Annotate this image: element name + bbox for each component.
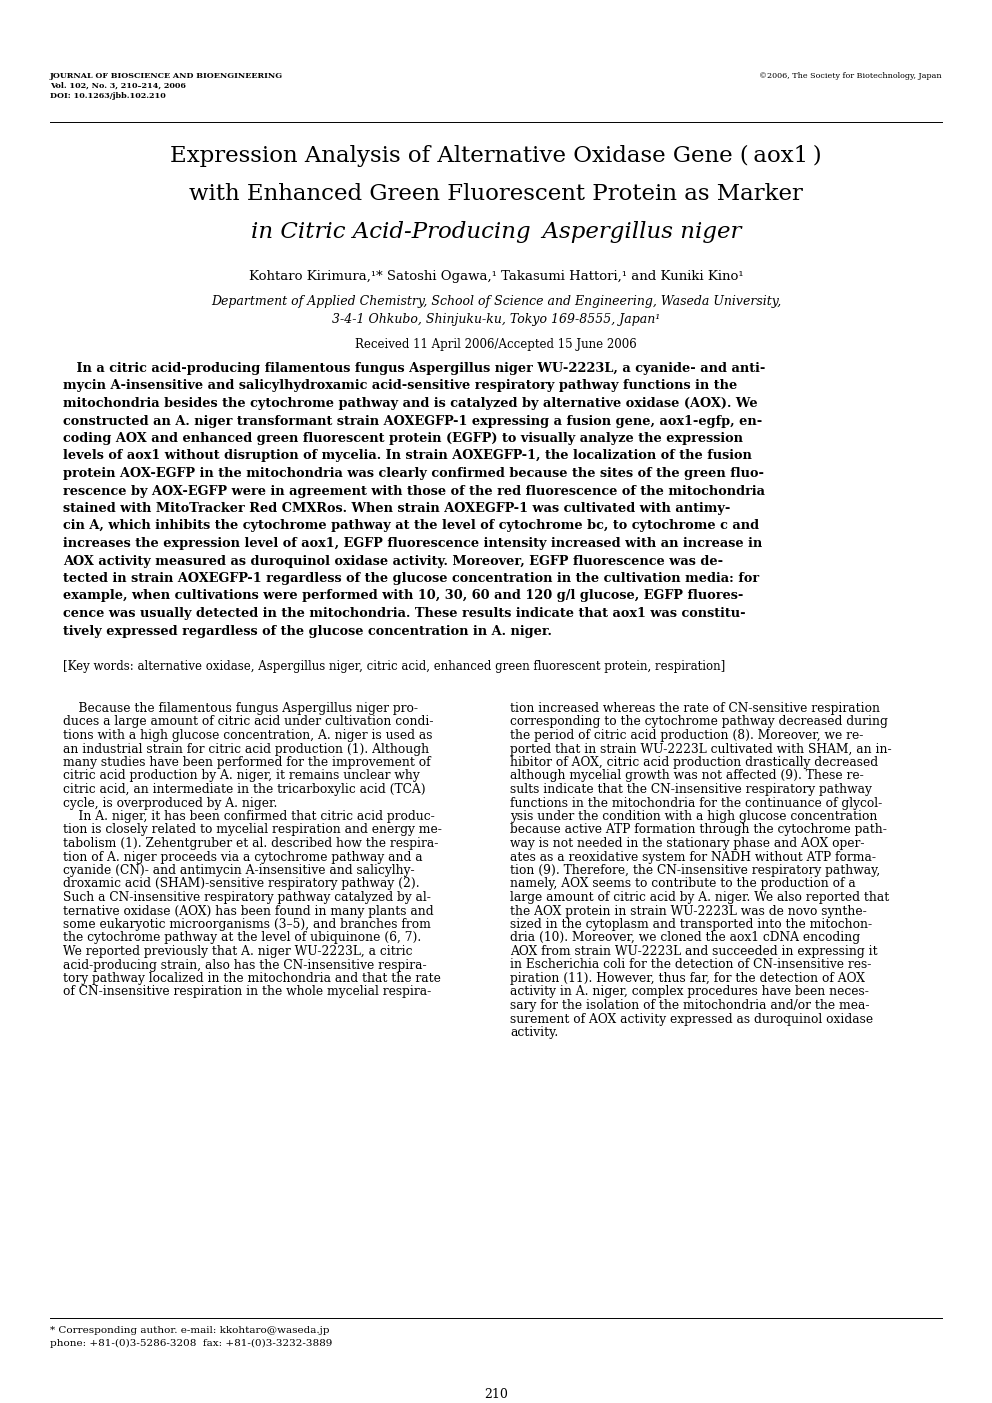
Text: many studies have been performed for the improvement of: many studies have been performed for the… bbox=[63, 756, 431, 769]
Text: cyanide (CN)- and antimycin A-insensitive and salicylhy-: cyanide (CN)- and antimycin A-insensitiv… bbox=[63, 864, 415, 877]
Text: hibitor of AOX, citric acid production drastically decreased: hibitor of AOX, citric acid production d… bbox=[510, 756, 878, 769]
Text: duces a large amount of citric acid under cultivation condi-: duces a large amount of citric acid unde… bbox=[63, 716, 434, 728]
Text: increases the expression level of aox1, EGFP fluorescence intensity increased wi: increases the expression level of aox1, … bbox=[63, 537, 762, 550]
Text: ported that in strain WU-2223L cultivated with SHAM, an in-: ported that in strain WU-2223L cultivate… bbox=[510, 742, 892, 755]
Text: mycin A-insensitive and salicylhydroxamic acid-sensitive respiratory pathway fun: mycin A-insensitive and salicylhydroxami… bbox=[63, 379, 737, 393]
Text: activity in A. niger, complex procedures have been neces-: activity in A. niger, complex procedures… bbox=[510, 985, 869, 999]
Text: namely, AOX seems to contribute to the production of a: namely, AOX seems to contribute to the p… bbox=[510, 877, 856, 891]
Text: ternative oxidase (AOX) has been found in many plants and: ternative oxidase (AOX) has been found i… bbox=[63, 905, 434, 918]
Text: sized in the cytoplasm and transported into the mitochon-: sized in the cytoplasm and transported i… bbox=[510, 918, 872, 932]
Text: example, when cultivations were performed with 10, 30, 60 and 120 g/l glucose, E: example, when cultivations were performe… bbox=[63, 589, 743, 602]
Text: ©2006, The Society for Biotechnology, Japan: ©2006, The Society for Biotechnology, Ja… bbox=[759, 72, 942, 80]
Text: AOX from strain WU-2223L and succeeded in expressing it: AOX from strain WU-2223L and succeeded i… bbox=[510, 946, 878, 958]
Text: tion (9). Therefore, the CN-insensitive respiratory pathway,: tion (9). Therefore, the CN-insensitive … bbox=[510, 864, 880, 877]
Text: sary for the isolation of the mitochondria and/or the mea-: sary for the isolation of the mitochondr… bbox=[510, 999, 870, 1012]
Text: stained with MitoTracker Red CMXRos. When strain AOXEGFP-1 was cultivated with a: stained with MitoTracker Red CMXRos. Whe… bbox=[63, 502, 730, 515]
Text: Because the filamentous fungus Aspergillus niger pro-: Because the filamentous fungus Aspergill… bbox=[63, 702, 418, 716]
Text: activity.: activity. bbox=[510, 1026, 558, 1040]
Text: DOI: 10.1263/jbb.102.210: DOI: 10.1263/jbb.102.210 bbox=[50, 93, 166, 100]
Text: some eukaryotic microorganisms (3–5), and branches from: some eukaryotic microorganisms (3–5), an… bbox=[63, 918, 431, 932]
Text: the cytochrome pathway at the level of ubiquinone (6, 7).: the cytochrome pathway at the level of u… bbox=[63, 932, 422, 944]
Text: In A. niger, it has been confirmed that citric acid produc-: In A. niger, it has been confirmed that … bbox=[63, 810, 434, 824]
Text: sults indicate that the CN-insensitive respiratory pathway: sults indicate that the CN-insensitive r… bbox=[510, 783, 872, 796]
Text: coding AOX and enhanced green fluorescent protein (EGFP) to visually analyze the: coding AOX and enhanced green fluorescen… bbox=[63, 432, 743, 445]
Text: corresponding to the cytochrome pathway decreased during: corresponding to the cytochrome pathway … bbox=[510, 716, 888, 728]
Text: tected in strain AOXEGFP-1 regardless of the glucose concentration in the cultiv: tected in strain AOXEGFP-1 regardless of… bbox=[63, 572, 759, 585]
Text: Expression Analysis of Alternative Oxidase Gene ( aox1 ): Expression Analysis of Alternative Oxida… bbox=[171, 145, 821, 167]
Text: dria (10). Moreover, we cloned the aox1 cDNA encoding: dria (10). Moreover, we cloned the aox1 … bbox=[510, 932, 860, 944]
Text: way is not needed in the stationary phase and AOX oper-: way is not needed in the stationary phas… bbox=[510, 838, 864, 850]
Text: with Enhanced Green Fluorescent Protein as Marker: with Enhanced Green Fluorescent Protein … bbox=[189, 182, 803, 205]
Text: * Corresponding author. e-mail: kkohtaro@waseda.jp: * Corresponding author. e-mail: kkohtaro… bbox=[50, 1326, 329, 1336]
Text: although mycelial growth was not affected (9). These re-: although mycelial growth was not affecte… bbox=[510, 769, 864, 783]
Text: functions in the mitochondria for the continuance of glycol-: functions in the mitochondria for the co… bbox=[510, 797, 882, 810]
Text: an industrial strain for citric acid production (1). Although: an industrial strain for citric acid pro… bbox=[63, 742, 430, 755]
Text: Department of Applied Chemistry, School of Science and Engineering, Waseda Unive: Department of Applied Chemistry, School … bbox=[211, 295, 781, 309]
Text: tions with a high glucose concentration, A. niger is used as: tions with a high glucose concentration,… bbox=[63, 730, 433, 742]
Text: [Key words: alternative oxidase, Aspergillus niger, citric acid, enhanced green : [Key words: alternative oxidase, Aspergi… bbox=[63, 659, 725, 673]
Text: Received 11 April 2006/Accepted 15 June 2006: Received 11 April 2006/Accepted 15 June … bbox=[355, 338, 637, 351]
Text: phone: +81-(0)3-5286-3208  fax: +81-(0)3-3232-3889: phone: +81-(0)3-5286-3208 fax: +81-(0)3-… bbox=[50, 1338, 332, 1348]
Text: in Escherichia coli for the detection of CN-insensitive res-: in Escherichia coli for the detection of… bbox=[510, 958, 871, 971]
Text: AOX activity measured as duroquinol oxidase activity. Moreover, EGFP fluorescenc: AOX activity measured as duroquinol oxid… bbox=[63, 554, 723, 567]
Text: cycle, is overproduced by A. niger.: cycle, is overproduced by A. niger. bbox=[63, 797, 278, 810]
Text: 3-4-1 Ohkubo, Shinjuku-ku, Tokyo 169-8555, Japan¹: 3-4-1 Ohkubo, Shinjuku-ku, Tokyo 169-855… bbox=[332, 313, 660, 325]
Text: because active ATP formation through the cytochrome path-: because active ATP formation through the… bbox=[510, 824, 887, 836]
Text: In a citric acid-producing filamentous fungus Aspergillus niger WU-2223L, a cyan: In a citric acid-producing filamentous f… bbox=[63, 362, 766, 375]
Text: Vol. 102, No. 3, 210–214, 2006: Vol. 102, No. 3, 210–214, 2006 bbox=[50, 81, 186, 90]
Text: JOURNAL OF BIOSCIENCE AND BIOENGINEERING: JOURNAL OF BIOSCIENCE AND BIOENGINEERING bbox=[50, 72, 283, 80]
Text: mitochondria besides the cytochrome pathway and is catalyzed by alternative oxid: mitochondria besides the cytochrome path… bbox=[63, 397, 758, 410]
Text: in Citric Acid-Producing  Aspergillus niger: in Citric Acid-Producing Aspergillus nig… bbox=[251, 222, 741, 243]
Text: tion of A. niger proceeds via a cytochrome pathway and a: tion of A. niger proceeds via a cytochro… bbox=[63, 850, 423, 863]
Text: Such a CN-insensitive respiratory pathway catalyzed by al-: Such a CN-insensitive respiratory pathwa… bbox=[63, 891, 431, 904]
Text: levels of aox1 without disruption of mycelia. In strain AOXEGFP-1, the localizat: levels of aox1 without disruption of myc… bbox=[63, 449, 752, 463]
Text: piration (11). However, thus far, for the detection of AOX: piration (11). However, thus far, for th… bbox=[510, 972, 865, 985]
Text: ysis under the condition with a high glucose concentration: ysis under the condition with a high glu… bbox=[510, 810, 877, 824]
Text: tion increased whereas the rate of CN-sensitive respiration: tion increased whereas the rate of CN-se… bbox=[510, 702, 880, 716]
Text: constructed an A. niger transformant strain AOXEGFP-1 expressing a fusion gene, : constructed an A. niger transformant str… bbox=[63, 414, 762, 428]
Text: acid-producing strain, also has the CN-insensitive respira-: acid-producing strain, also has the CN-i… bbox=[63, 958, 427, 971]
Text: ates as a reoxidative system for NADH without ATP forma-: ates as a reoxidative system for NADH wi… bbox=[510, 850, 876, 863]
Text: 210: 210 bbox=[484, 1388, 508, 1402]
Text: rescence by AOX-EGFP were in agreement with those of the red fluorescence of the: rescence by AOX-EGFP were in agreement w… bbox=[63, 484, 765, 498]
Text: protein AOX-EGFP in the mitochondria was clearly confirmed because the sites of : protein AOX-EGFP in the mitochondria was… bbox=[63, 467, 764, 480]
Text: Kohtaro Kirimura,¹* Satoshi Ogawa,¹ Takasumi Hattori,¹ and Kuniki Kino¹: Kohtaro Kirimura,¹* Satoshi Ogawa,¹ Taka… bbox=[249, 269, 743, 283]
Text: of CN-insensitive respiration in the whole mycelial respira-: of CN-insensitive respiration in the who… bbox=[63, 985, 432, 999]
Text: citric acid production by A. niger, it remains unclear why: citric acid production by A. niger, it r… bbox=[63, 769, 420, 783]
Text: the period of citric acid production (8). Moreover, we re-: the period of citric acid production (8)… bbox=[510, 730, 863, 742]
Text: large amount of citric acid by A. niger. We also reported that: large amount of citric acid by A. niger.… bbox=[510, 891, 889, 904]
Text: tively expressed regardless of the glucose concentration in A. niger.: tively expressed regardless of the gluco… bbox=[63, 624, 552, 637]
Text: surement of AOX activity expressed as duroquinol oxidase: surement of AOX activity expressed as du… bbox=[510, 1013, 873, 1026]
Text: cin A, which inhibits the cytochrome pathway at the level of cytochrome bc, to c: cin A, which inhibits the cytochrome pat… bbox=[63, 519, 759, 533]
Text: tion is closely related to mycelial respiration and energy me-: tion is closely related to mycelial resp… bbox=[63, 824, 441, 836]
Text: tabolism (1). Zehentgruber et al. described how the respira-: tabolism (1). Zehentgruber et al. descri… bbox=[63, 838, 438, 850]
Text: cence was usually detected in the mitochondria. These results indicate that aox1: cence was usually detected in the mitoch… bbox=[63, 607, 746, 620]
Text: the AOX protein in strain WU-2223L was de novo synthe-: the AOX protein in strain WU-2223L was d… bbox=[510, 905, 867, 918]
Text: tory pathway localized in the mitochondria and that the rate: tory pathway localized in the mitochondr… bbox=[63, 972, 440, 985]
Text: droxamic acid (SHAM)-sensitive respiratory pathway (2).: droxamic acid (SHAM)-sensitive respirato… bbox=[63, 877, 420, 891]
Text: citric acid, an intermediate in the tricarboxylic acid (TCA): citric acid, an intermediate in the tric… bbox=[63, 783, 426, 796]
Text: We reported previously that A. niger WU-2223L, a citric: We reported previously that A. niger WU-… bbox=[63, 946, 413, 958]
